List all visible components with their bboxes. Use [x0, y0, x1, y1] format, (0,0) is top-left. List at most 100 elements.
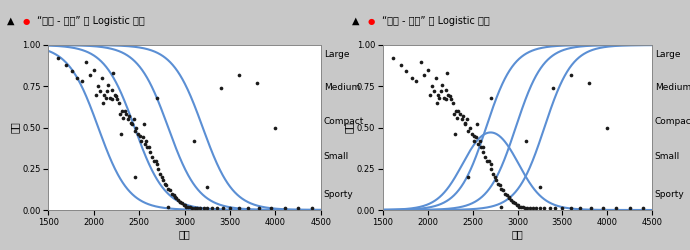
Point	[233, 73, 245, 77]
Point	[401, 70, 412, 73]
Point	[95, 89, 106, 93]
Text: ●: ●	[367, 17, 374, 26]
Point	[186, 206, 197, 210]
Point	[428, 89, 440, 93]
Point	[115, 132, 126, 136]
Point	[462, 117, 473, 121]
Point	[638, 206, 649, 210]
Point	[157, 175, 168, 179]
Point	[175, 200, 186, 204]
Point	[424, 92, 435, 96]
Point	[575, 206, 586, 210]
Point	[411, 79, 422, 83]
Point	[387, 56, 398, 60]
Point	[217, 206, 228, 210]
Point	[224, 206, 235, 210]
Point	[448, 112, 460, 116]
Point	[459, 120, 470, 124]
Point	[455, 112, 466, 116]
Point	[115, 112, 126, 116]
Point	[478, 150, 489, 154]
Text: ▲: ▲	[352, 16, 359, 26]
Point	[148, 158, 159, 162]
Point	[178, 203, 189, 207]
Point	[166, 192, 177, 196]
Point	[128, 117, 139, 121]
Point	[152, 162, 163, 166]
Point	[462, 129, 473, 133]
Y-axis label: 车型: 车型	[344, 122, 354, 133]
Point	[522, 206, 533, 210]
Point	[183, 205, 194, 209]
Point	[77, 79, 88, 83]
Point	[550, 206, 561, 210]
Point	[121, 112, 132, 116]
Text: “车重 - 车型” 的 Logistic 拟合: “车重 - 车型” 的 Logistic 拟合	[37, 16, 145, 26]
Point	[432, 92, 443, 96]
Point	[266, 206, 277, 210]
Point	[468, 134, 479, 138]
Text: ▲: ▲	[7, 16, 14, 26]
Point	[557, 206, 568, 210]
Point	[422, 68, 433, 72]
Point	[450, 109, 461, 113]
Point	[437, 82, 448, 86]
Point	[92, 84, 104, 88]
Point	[485, 96, 496, 100]
Point	[624, 206, 635, 210]
Point	[483, 158, 494, 162]
Point	[440, 98, 451, 102]
Point	[415, 60, 426, 64]
Point	[445, 94, 456, 98]
Point	[469, 139, 480, 143]
Point	[457, 114, 469, 118]
Point	[534, 206, 545, 210]
Point	[72, 76, 83, 80]
Point	[440, 88, 451, 92]
Point	[126, 120, 137, 124]
Point	[518, 205, 529, 209]
Point	[431, 101, 442, 105]
Point	[159, 182, 170, 186]
Point	[527, 206, 538, 210]
Point	[81, 60, 92, 64]
Point	[566, 206, 577, 210]
Point	[431, 76, 442, 80]
Point	[188, 139, 199, 143]
Point	[114, 101, 125, 105]
Point	[152, 167, 164, 171]
Point	[503, 195, 514, 199]
Point	[477, 145, 488, 149]
Point	[98, 92, 109, 96]
Point	[189, 206, 200, 210]
Point	[419, 73, 430, 77]
Point	[129, 175, 140, 179]
Point	[436, 89, 447, 93]
Point	[473, 142, 484, 146]
Point	[164, 188, 175, 192]
Point	[548, 86, 559, 90]
Point	[170, 195, 181, 199]
Point	[201, 206, 213, 210]
Point	[126, 122, 137, 126]
Point	[534, 185, 545, 189]
Point	[566, 73, 577, 77]
Point	[184, 205, 195, 209]
Point	[157, 178, 168, 182]
Point	[504, 196, 515, 200]
Point	[129, 129, 140, 133]
Point	[426, 84, 437, 88]
Point	[491, 178, 502, 182]
Point	[492, 182, 503, 186]
Point	[395, 63, 406, 67]
Y-axis label: 车型: 车型	[10, 122, 19, 133]
Point	[88, 68, 99, 72]
Point	[501, 193, 512, 197]
Point	[494, 183, 505, 187]
Point	[168, 193, 179, 197]
Point	[496, 186, 507, 190]
Point	[602, 126, 613, 130]
Point	[480, 155, 491, 159]
Point	[474, 139, 485, 143]
Point	[539, 206, 550, 210]
